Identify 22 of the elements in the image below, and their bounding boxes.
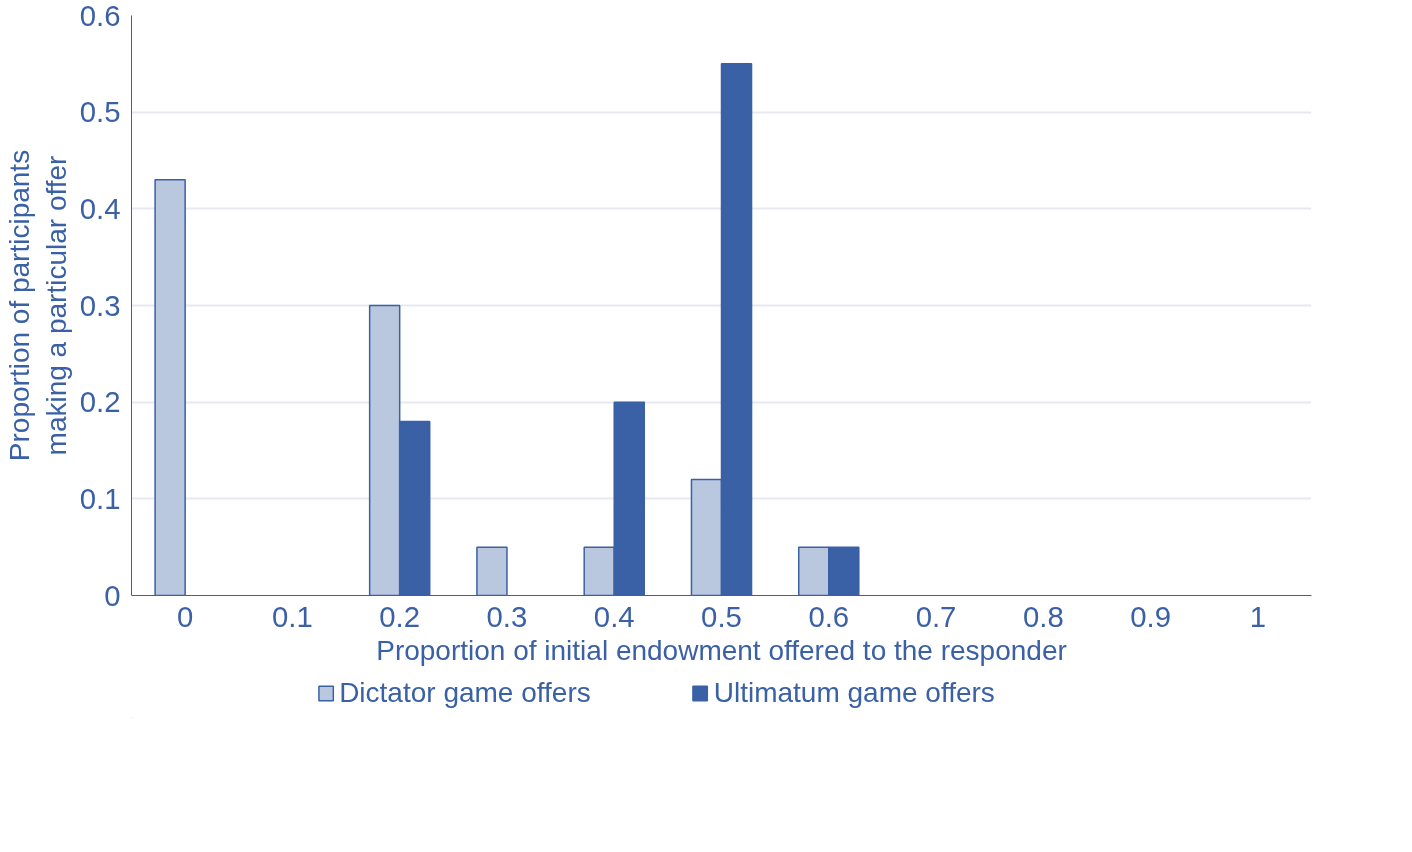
y-tick-label: 0.6 (79, 0, 121, 32)
legend-label: Ultimatum game offers (713, 677, 995, 709)
x-axis-title: Proportion of initial endowment offered to the responder (376, 634, 1067, 666)
y-tick-label: 0.4 (79, 191, 121, 225)
x-tick-label: 0.8 (1022, 599, 1064, 633)
y-tick-label: 0 (104, 578, 121, 612)
x-tick-label: 0.7 (915, 599, 957, 633)
x-tick-label: 0.1 (272, 599, 313, 633)
y-axis-title: Proportion of participants making a particular offer (3, 149, 72, 462)
x-tick-label: 0.2 (379, 599, 421, 633)
y-tick-label: 0.2 (79, 385, 121, 419)
y-tick-label: 0.5 (79, 95, 121, 129)
x-tick-label: 0.4 (593, 599, 635, 633)
y-tick-label: 0.3 (79, 288, 121, 322)
x-tick-label: 0.9 (1130, 599, 1171, 633)
x-tick-label: 0.5 (701, 599, 742, 633)
y-tick-label: 0.1 (79, 481, 121, 515)
x-tick-label: 0.3 (486, 599, 528, 633)
legend-label: Dictator game offers (339, 677, 591, 709)
x-tick-label: 0.6 (808, 599, 850, 633)
x-tick-label: 0 (176, 599, 194, 633)
x-tick-label: 1 (1249, 599, 1267, 633)
